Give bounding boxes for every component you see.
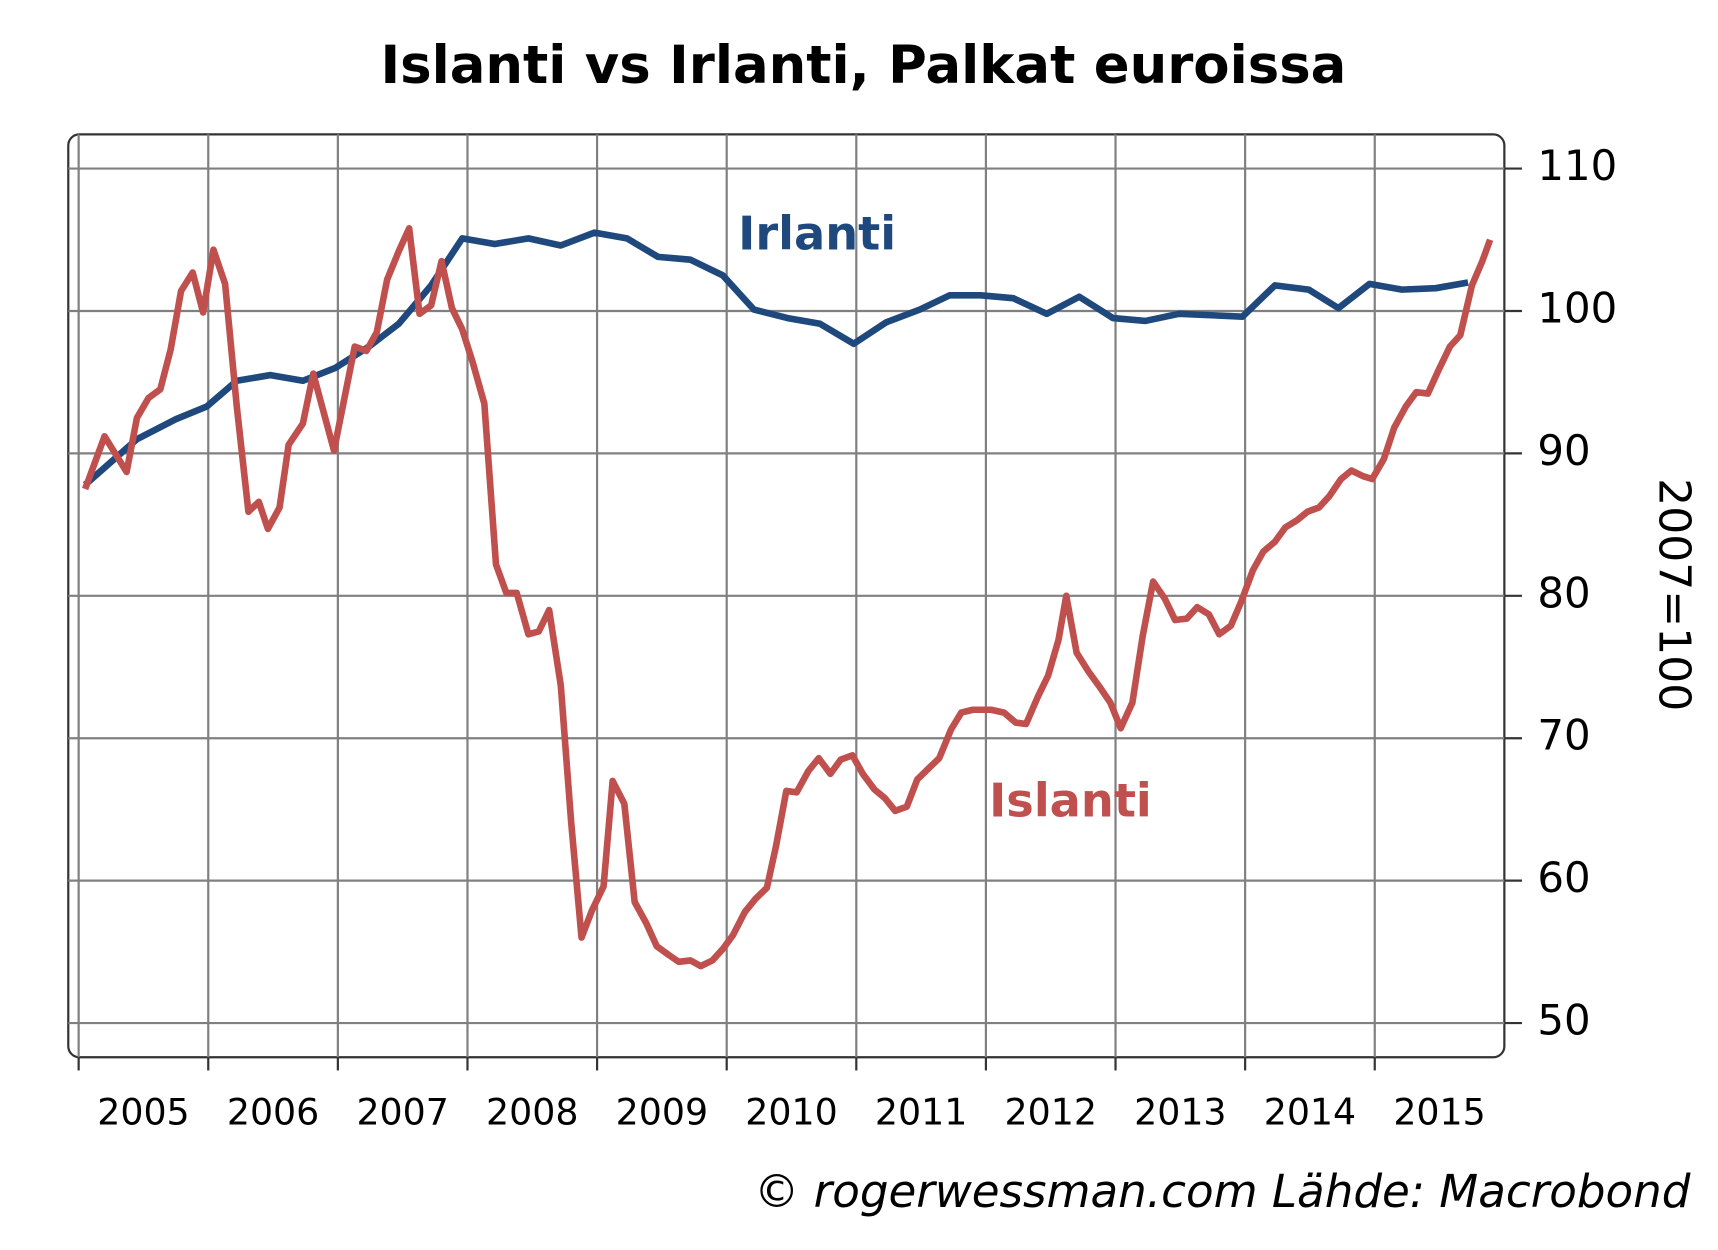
x-tick-label: 2010 (745, 1091, 837, 1134)
y-tick-label: 100 (1537, 283, 1617, 332)
y-tick-label: 110 (1537, 141, 1617, 190)
series-label: Irlanti (738, 206, 896, 260)
x-tick-label: 2011 (875, 1091, 967, 1134)
x-tick-label: 2013 (1134, 1091, 1226, 1134)
chart-title: Islanti vs Irlanti, Palkat euroissa (380, 35, 1346, 96)
x-tick-label: 2009 (616, 1091, 708, 1134)
y-tick-label: 70 (1537, 711, 1590, 760)
x-tick-label: 2006 (227, 1091, 319, 1134)
x-tick-label: 2005 (97, 1091, 189, 1134)
data-line (82, 225, 1494, 970)
x-tick-label: 2015 (1393, 1091, 1485, 1134)
x-tick-label: 2008 (486, 1091, 578, 1134)
y-tick-label: 60 (1537, 853, 1590, 902)
x-tick-label: 2012 (1004, 1091, 1096, 1134)
y-tick-label: 90 (1537, 426, 1590, 475)
data-line (82, 229, 1469, 488)
x-tick-label: 2007 (356, 1091, 448, 1134)
x-tick-label: 2014 (1264, 1091, 1356, 1134)
y-tick-label: 50 (1537, 996, 1590, 1045)
y-axis-label: 2007=100 (1649, 478, 1700, 711)
series-label: Islanti (989, 773, 1152, 827)
y-tick-label: 80 (1537, 568, 1590, 617)
source-note: © rogerwessman.com Lähde: Macrobond (754, 1165, 1691, 1218)
